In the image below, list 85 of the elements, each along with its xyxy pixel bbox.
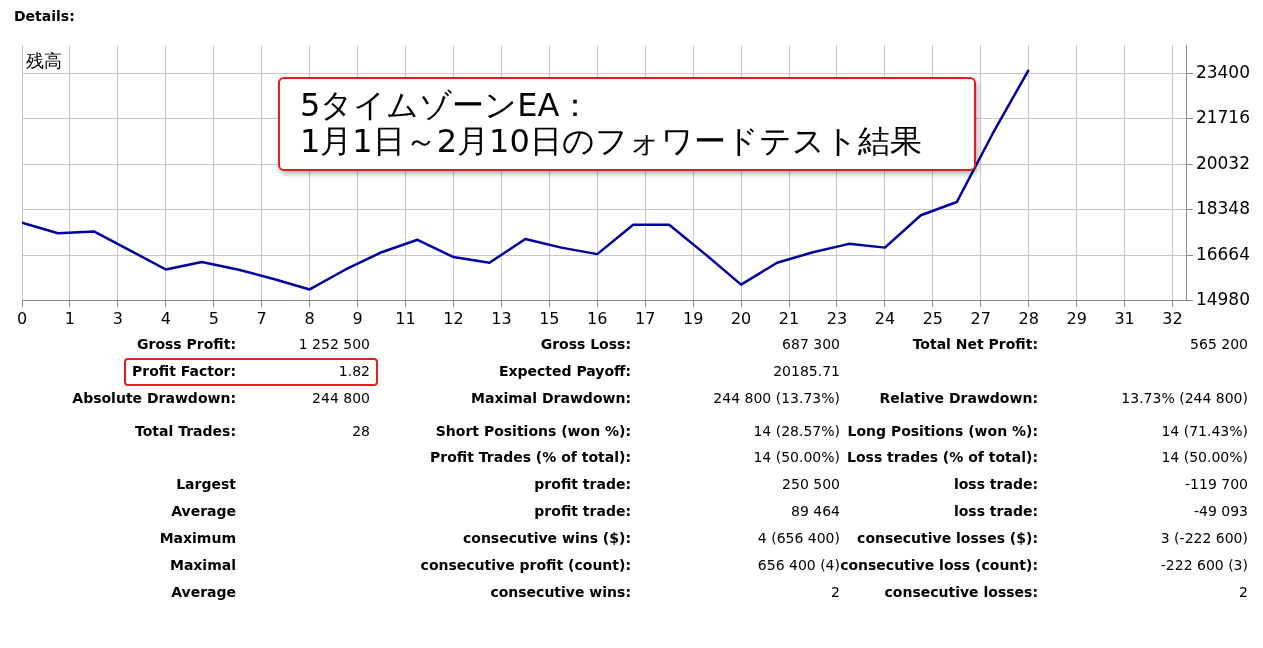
text: 565 200 bbox=[1189, 336, 1248, 352]
text: Absolute Drawdown: bbox=[71, 390, 237, 406]
text: Short Positions (won %): bbox=[434, 422, 632, 439]
x-tick-label: 1 bbox=[64, 308, 76, 328]
y-axis-title: 残高 bbox=[26, 49, 62, 71]
x-tick-label: 23 bbox=[826, 308, 848, 328]
y-tick-label: 20032 bbox=[1195, 152, 1251, 173]
y-tick-label: 21716 bbox=[1195, 107, 1251, 128]
x-tick-label: 4 bbox=[160, 308, 171, 328]
x-tick-label: 20 bbox=[730, 308, 752, 328]
text: 89 464 bbox=[790, 503, 840, 519]
text: 2 bbox=[1238, 584, 1248, 600]
text: 14 (50.00%) bbox=[1160, 449, 1248, 465]
text: profit trade: bbox=[533, 503, 632, 519]
text: consecutive wins ($): bbox=[462, 530, 632, 546]
x-tick-label: 7 bbox=[256, 308, 267, 328]
text: consecutive profit (count): bbox=[419, 557, 632, 573]
text: consecutive losses ($): bbox=[856, 530, 1039, 546]
x-tick-label: 24 bbox=[874, 308, 896, 328]
x-tick-label: 15 bbox=[539, 308, 560, 328]
text: Gross Loss: bbox=[539, 336, 632, 352]
text: Maximal Drawdown: bbox=[470, 390, 632, 406]
text: 687 300 bbox=[781, 336, 840, 352]
text: Profit Trades (% of total): bbox=[429, 449, 632, 465]
text: 250 500 bbox=[781, 476, 840, 492]
x-tick-label: 9 bbox=[352, 308, 363, 328]
text: consecutive wins: bbox=[489, 584, 632, 600]
text: 14 (71.43%) bbox=[1160, 422, 1248, 439]
text: Largest bbox=[175, 476, 237, 492]
text: consecutive losses: bbox=[883, 584, 1039, 600]
x-tick-label: 32 bbox=[1162, 308, 1183, 328]
y-tick-label: 23400 bbox=[1195, 61, 1251, 82]
x-tick-label: 12 bbox=[443, 308, 464, 328]
callout-box: 5タイムゾーンEA： 1月1日～2月10日のフォワードテスト結果 bbox=[278, 77, 976, 171]
x-tick-label: 29 bbox=[1066, 308, 1087, 328]
x-tick-label: 17 bbox=[635, 308, 656, 328]
x-tick-label: 28 bbox=[1018, 308, 1039, 328]
x-tick-label: 31 bbox=[1114, 308, 1135, 328]
x-tick-label: 8 bbox=[304, 308, 315, 328]
x-tick-label: 25 bbox=[922, 308, 944, 328]
text: -119 700 bbox=[1184, 476, 1248, 492]
text: 28 bbox=[351, 422, 370, 439]
text: Average bbox=[170, 503, 237, 519]
x-tick-label: 11 bbox=[395, 308, 416, 328]
text: 1 252 500 bbox=[297, 336, 370, 352]
text: Total Trades: bbox=[134, 422, 237, 439]
text: Relative Drawdown: bbox=[878, 390, 1039, 406]
text: Total Net Profit: bbox=[911, 336, 1039, 352]
text: Long Positions (won %): bbox=[846, 422, 1039, 439]
text: loss trade: bbox=[952, 503, 1039, 519]
x-tick-label: 19 bbox=[682, 308, 704, 328]
x-tick-label: 13 bbox=[491, 308, 512, 328]
x-tick-label: 0 bbox=[16, 308, 28, 328]
y-tick-label: 14980 bbox=[1195, 289, 1251, 310]
text: Gross Profit: bbox=[136, 336, 237, 352]
text: Loss trades (% of total): bbox=[846, 449, 1039, 465]
text: 1.82 bbox=[337, 363, 370, 379]
text: Profit Factor: bbox=[130, 363, 237, 379]
text: consecutive loss (count): bbox=[840, 557, 1039, 573]
text: Expected Payoff: bbox=[497, 363, 632, 379]
text: 14 (50.00%) bbox=[752, 449, 840, 465]
text: loss trade: bbox=[952, 476, 1039, 492]
text: Maximal bbox=[168, 557, 237, 573]
x-tick-label: 27 bbox=[970, 308, 991, 328]
text: profit trade: bbox=[533, 476, 632, 492]
text: 13.73% (244 800) bbox=[1120, 390, 1248, 406]
text: 3 (-222 600) bbox=[1159, 530, 1248, 546]
text: -49 093 bbox=[1192, 503, 1248, 519]
text: -222 600 (3) bbox=[1159, 557, 1248, 573]
text: 4 (656 400) bbox=[756, 530, 840, 546]
text: Maximum bbox=[158, 530, 237, 546]
text: 244 800 bbox=[311, 390, 370, 406]
x-tick-label: 3 bbox=[112, 308, 123, 328]
chart-title: Details: bbox=[14, 8, 76, 24]
text: 2 bbox=[830, 584, 840, 600]
text: 244 800 (13.73%) bbox=[712, 390, 840, 406]
x-tick-label: 21 bbox=[778, 308, 800, 328]
x-tick-label: 5 bbox=[208, 308, 219, 328]
text: 20185.71 bbox=[772, 363, 840, 379]
x-tick-label: 16 bbox=[587, 308, 608, 328]
text: 14 (28.57%) bbox=[752, 422, 840, 439]
text: Average bbox=[170, 584, 237, 600]
y-tick-label: 18348 bbox=[1195, 198, 1251, 219]
y-tick-label: 16664 bbox=[1195, 243, 1251, 264]
text: 656 400 (4) bbox=[756, 557, 840, 573]
